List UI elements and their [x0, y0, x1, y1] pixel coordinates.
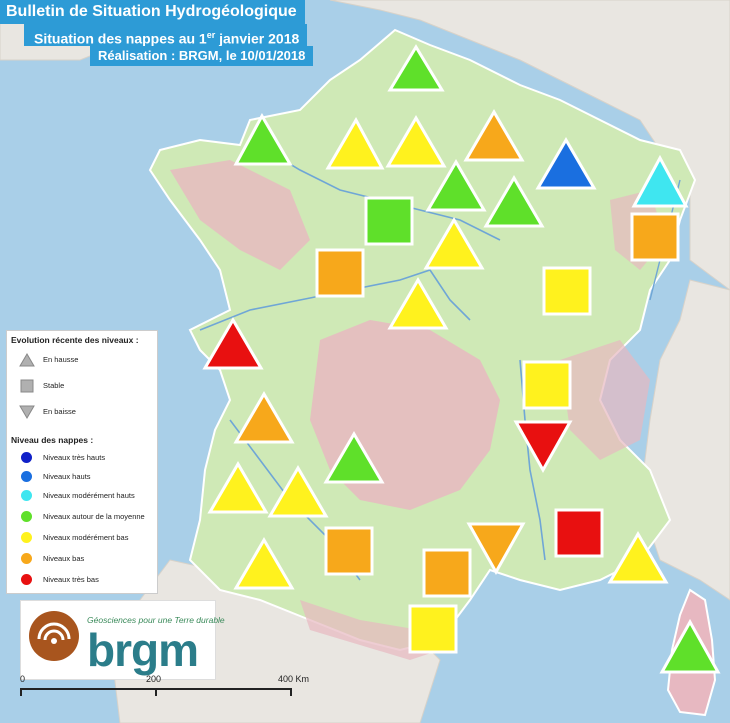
scale-tick	[155, 688, 157, 696]
indicator-landes[interactable]	[233, 537, 295, 590]
level-dot-moderately-high	[21, 490, 32, 501]
scale-tick	[20, 688, 22, 696]
indicator-alsace[interactable]	[631, 154, 689, 208]
triangle-up-icon	[19, 353, 35, 367]
title-line-3: Réalisation : BRGM, le 10/01/2018	[90, 46, 314, 66]
indicator-bourgogne-nord[interactable]	[423, 217, 485, 270]
indicator-picardie[interactable]	[385, 115, 447, 168]
indicator-cote-azur[interactable]	[607, 531, 669, 584]
indicator-marne[interactable]	[483, 175, 545, 228]
legend-level-item: Niveaux autour de la moyenne	[43, 512, 145, 521]
indicator-corse[interactable]	[659, 618, 721, 674]
legend-trend-item: En hausse	[43, 355, 79, 364]
level-dot-average	[21, 511, 32, 522]
scale-label-200: 200	[146, 674, 162, 684]
scale-bar: 0 200 400 Km	[20, 674, 320, 718]
level-dot-moderately-low	[21, 532, 32, 543]
indicator-basse-normandie[interactable]	[233, 112, 293, 166]
level-dot-high	[21, 471, 32, 482]
alps-region	[560, 340, 650, 460]
brgm-logo: Géosciences pour une Terre durable brgm	[20, 600, 225, 680]
indicator-nord[interactable]	[387, 44, 445, 92]
brgm-emblem-icon	[29, 611, 79, 661]
indicator-aude[interactable]	[422, 548, 472, 598]
legend-level-item: Niveaux très hauts	[43, 453, 106, 462]
neighbour-land-north	[329, 0, 730, 291]
level-dot-very-low	[21, 574, 32, 585]
indicator-rhone-alpes[interactable]	[522, 360, 572, 410]
indicator-champagne[interactable]	[463, 109, 525, 162]
indicator-pays-de-la-loire-nord[interactable]	[315, 248, 365, 298]
indicator-centre-nord[interactable]	[364, 196, 414, 246]
logo-wordmark: brgm	[87, 624, 199, 676]
indicator-charente[interactable]	[233, 391, 295, 444]
indicator-vosges[interactable]	[630, 212, 680, 262]
indicator-vendee[interactable]	[202, 317, 264, 370]
legend-level-item: Niveaux modérément hauts	[43, 491, 135, 500]
scale-label-0: 0	[20, 674, 26, 684]
logo-tagline: Géosciences pour une Terre durable	[87, 615, 225, 625]
indicator-gard[interactable]	[466, 522, 526, 576]
indicator-midi-pyrenees[interactable]	[324, 526, 374, 576]
legend-level-title: Niveau des nappes :	[11, 435, 94, 445]
indicator-centre-sud[interactable]	[387, 277, 449, 330]
indicator-provence[interactable]	[554, 508, 604, 558]
square-icon	[20, 379, 34, 393]
pyrenees-region	[300, 600, 440, 660]
legend-trend-title: Evolution récente des niveaux :	[11, 335, 139, 345]
legend-trend-item: Stable	[43, 381, 65, 390]
legend-level-item: Niveaux hauts	[43, 472, 91, 481]
level-dot-very-high	[21, 452, 32, 463]
scale-label-400: 400 Km	[278, 674, 310, 684]
legend-level-item: Niveaux bas	[43, 554, 85, 563]
indicator-ile-de-france[interactable]	[425, 159, 487, 212]
armorican-massif	[170, 160, 310, 270]
river-loire	[199, 269, 471, 331]
legend-level-item: Niveaux très bas	[43, 575, 99, 584]
indicator-limousin[interactable]	[323, 431, 385, 484]
triangle-down-icon	[19, 405, 35, 419]
indicator-franche-comte[interactable]	[542, 266, 592, 316]
indicator-drome[interactable]	[513, 420, 573, 474]
indicator-lorraine[interactable]	[535, 137, 597, 190]
legend: Evolution récente des niveaux : En hauss…	[6, 330, 158, 594]
indicator-gironde[interactable]	[207, 461, 269, 514]
legend-trend-item: En baisse	[43, 407, 76, 416]
legend-level-item: Niveaux modérément bas	[43, 533, 129, 542]
scale-tick	[290, 688, 292, 696]
title-line-2: Situation des nappes au 1er janvier 2018	[24, 24, 308, 47]
indicator-dordogne[interactable]	[267, 465, 329, 518]
indicator-pyrenees-orientales[interactable]	[408, 604, 458, 654]
title-line-1: Bulletin de Situation Hydrogéologique	[0, 0, 305, 24]
level-dot-low	[21, 553, 32, 564]
indicator-haute-normandie[interactable]	[325, 116, 385, 170]
